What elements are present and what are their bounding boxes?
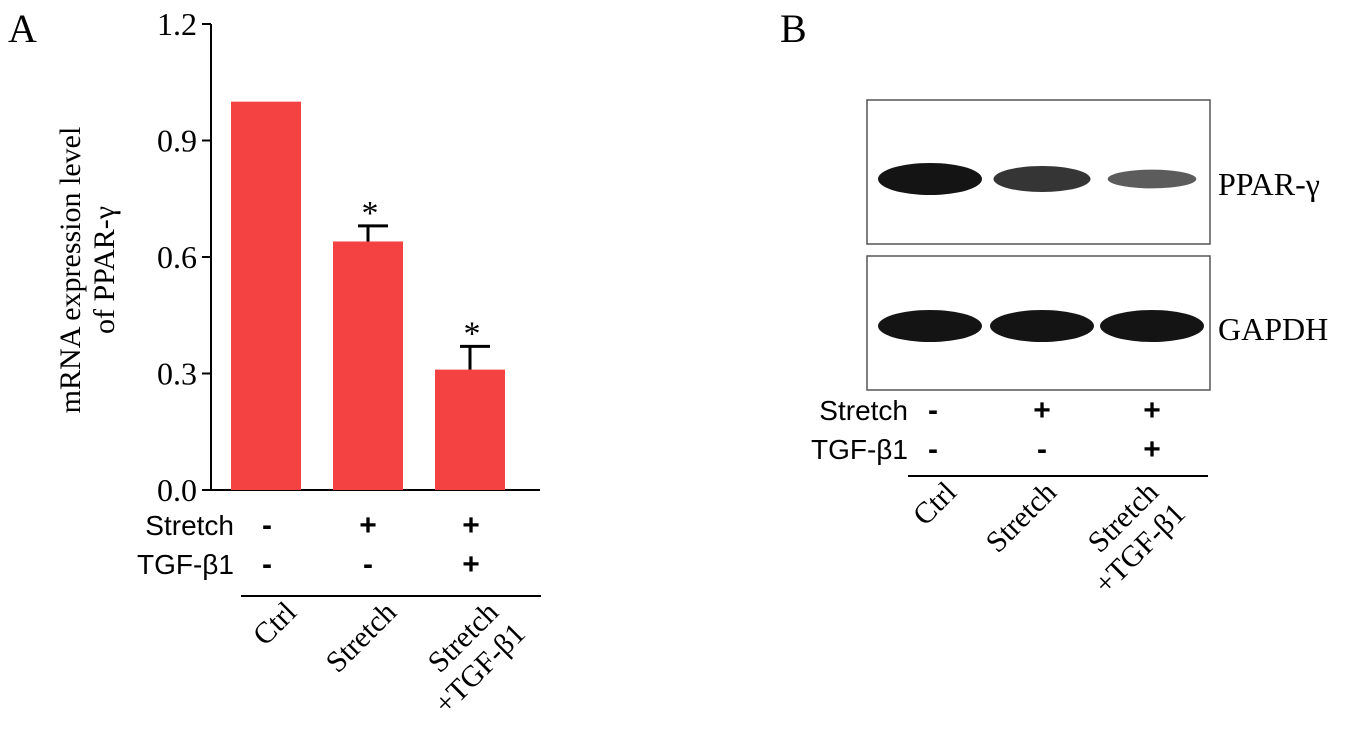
row-label-stretch-b: Stretch [819, 395, 908, 426]
panel-b: B PPAR-γ GAPDH Stretch TGF-β1 - + + - - + Ctr… [780, 6, 1328, 601]
treatment-b-mark-r1-c3: + [1143, 394, 1161, 427]
ppar-gamma-band-2 [993, 166, 1091, 192]
y-tick-label: 0.3 [157, 356, 197, 392]
panel-a-label: A [8, 6, 37, 51]
y-axis-title-line-2: of PPAR-γ [88, 206, 121, 334]
treatment-a-mark-r2-c1: - [262, 548, 272, 581]
gapdh-band-3 [1100, 310, 1204, 342]
treatment-marks-a: - + + - - + [262, 509, 480, 581]
treatment-b-mark-r2-c2: - [1037, 433, 1047, 466]
group-label-ctrl-b: Ctrl [907, 476, 963, 532]
row-label-tgf-b: TGF-β1 [811, 434, 908, 465]
bar-2 [333, 241, 403, 490]
group-label-stretch-a: Stretch [320, 596, 403, 679]
y-ticks: 0.0 0.3 0.6 0.9 1.2 [157, 6, 211, 508]
panel-a: A mRNA expression level of PPAR-γ 0.0 0.3… [8, 6, 541, 721]
gapdh-band-2 [990, 310, 1094, 342]
y-tick-label: 0.6 [157, 239, 197, 275]
treatment-b-mark-r1-c1: - [928, 394, 938, 427]
error-bars [358, 224, 490, 370]
row-label-stretch: Stretch [145, 510, 234, 541]
significance-marks: ** [362, 195, 481, 352]
significance-star-2: * [362, 195, 379, 232]
bands-ppar-gamma [878, 163, 1197, 195]
significance-star-3: * [464, 315, 481, 352]
treatment-a-mark-r2-c2: - [363, 548, 373, 581]
bands-gapdh [878, 310, 1204, 342]
group-label-ctrl-a: Ctrl [247, 596, 303, 652]
y-tick-label: 0.9 [157, 123, 197, 159]
treatment-a-mark-r1-c1: - [262, 509, 272, 542]
bar-1 [231, 101, 301, 491]
treatment-a-mark-r2-c3: + [462, 548, 480, 581]
bars [231, 101, 505, 491]
y-tick-label: 1.2 [157, 6, 197, 42]
treatment-b-mark-r2-c3: + [1143, 433, 1161, 466]
blot-label-ppar-gamma: PPAR-γ [1218, 166, 1320, 202]
treatment-a-mark-r1-c3: + [462, 509, 480, 542]
gapdh-band-1 [878, 310, 982, 342]
treatment-b-mark-r1-c2: + [1033, 394, 1051, 427]
ppar-gamma-band-3 [1107, 169, 1197, 189]
y-axis-title: mRNA expression level of PPAR-γ [54, 127, 121, 414]
y-axis-title-line-1: mRNA expression level [54, 127, 87, 414]
ppar-gamma-band-1 [878, 163, 982, 195]
group-label-stretch-tgf-a: Stretch +TGF-β1 [422, 596, 532, 721]
y-tick-label: 0.0 [157, 472, 197, 508]
treatment-a-mark-r1-c2: + [359, 509, 377, 542]
group-label-stretch-tgf-b: Stretch +TGF-β1 [1082, 476, 1192, 601]
row-label-tgf: TGF-β1 [137, 549, 234, 580]
treatment-marks-b: - + + - - + [928, 394, 1161, 466]
blot-label-gapdh: GAPDH [1218, 311, 1328, 347]
treatment-b-mark-r2-c1: - [928, 433, 938, 466]
group-label-stretch-b: Stretch [980, 476, 1063, 559]
panel-b-label: B [780, 6, 807, 51]
bar-3 [435, 369, 505, 490]
